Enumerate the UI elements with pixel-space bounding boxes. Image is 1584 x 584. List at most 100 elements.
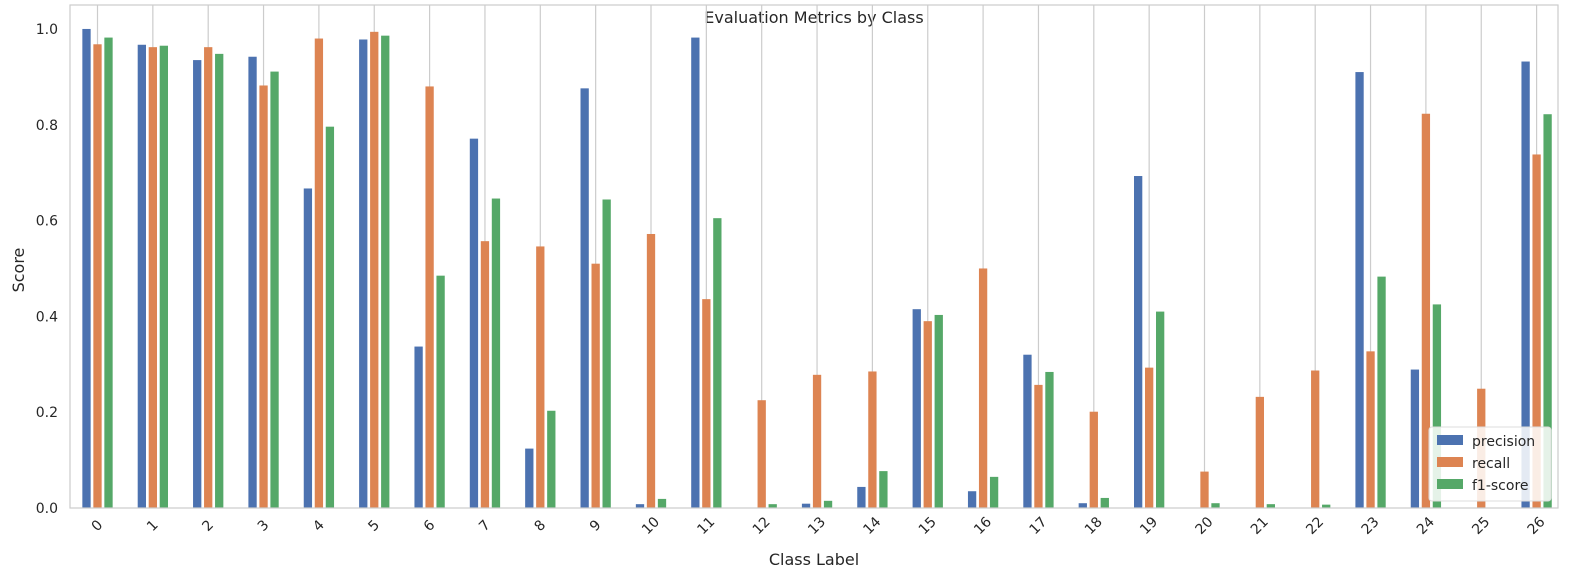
bar-recall [370, 31, 379, 509]
bar-recall [591, 263, 600, 508]
plot-frame [69, 4, 1559, 509]
bar-f1-score [159, 45, 168, 508]
x-tick-label: 19 [1137, 514, 1161, 538]
x-tick-label: 23 [1359, 514, 1383, 538]
bar-f1-score [768, 504, 777, 508]
bar-f1-score [436, 275, 445, 508]
x-tick-label: 26 [1525, 514, 1549, 538]
bar-recall [93, 44, 102, 508]
bar-f1-score [934, 314, 943, 508]
bar-f1-score [1432, 304, 1442, 508]
x-tick-label: 20 [1193, 514, 1217, 538]
x-tick-label: 6 [421, 517, 439, 535]
x-tick-label: 10 [639, 514, 663, 538]
bar-recall [425, 86, 434, 508]
bar-f1-score [1322, 504, 1331, 508]
bar-recall [757, 400, 766, 508]
x-tick-label: 22 [1303, 514, 1327, 538]
bars-layer [82, 28, 1552, 509]
bar-precision [137, 44, 146, 508]
bar-recall [868, 371, 877, 508]
bar-precision [1410, 369, 1420, 508]
bar-f1-score [657, 498, 667, 508]
bar-recall [1532, 154, 1541, 508]
legend-swatch-precision [1437, 435, 1463, 445]
x-tick-label: 7 [476, 517, 494, 535]
bar-recall [1421, 113, 1431, 509]
bar-f1-score [547, 410, 556, 508]
bar-recall [1200, 471, 1209, 508]
bar-recall [923, 321, 932, 508]
bar-precision [359, 39, 368, 509]
x-tick-label: 5 [365, 517, 383, 535]
bar-recall [1145, 367, 1154, 508]
bar-recall [536, 246, 545, 508]
bar-precision [525, 448, 534, 508]
x-tick-label: 16 [971, 514, 995, 538]
x-tick-label: 8 [531, 517, 549, 535]
bar-f1-score [491, 198, 501, 509]
y-tick-label: 0.6 [36, 214, 58, 230]
x-tick-label: 9 [587, 517, 605, 535]
bar-recall [1034, 384, 1043, 508]
bar-recall [480, 241, 490, 508]
bar-precision [1521, 61, 1530, 508]
bar-recall [812, 374, 822, 508]
legend: precision recall f1-score [1428, 426, 1552, 502]
bar-f1-score [602, 199, 611, 508]
bar-precision [580, 88, 589, 509]
chart-title: Evaluation Metrics by Class [704, 8, 923, 27]
bar-recall [204, 47, 213, 508]
bar-f1-score [1211, 503, 1220, 508]
x-tick-label: 21 [1248, 514, 1272, 538]
bar-precision [691, 37, 700, 509]
legend-swatch-f1-score [1437, 479, 1463, 489]
x-tick-labels: 0 1 2 3 4 5 6 7 8 9 10 11 12 13 14 15 16 17 18 19 20 21 22 23 24… [89, 514, 1549, 538]
bar-precision [1078, 503, 1087, 508]
bar-f1-score [989, 476, 999, 508]
bar-recall [978, 268, 988, 508]
x-tick-label: 1 [144, 517, 162, 535]
y-tick-label: 0.2 [36, 405, 58, 421]
bar-precision [1355, 72, 1364, 509]
bar-recall [148, 47, 157, 508]
bar-f1-score [325, 126, 335, 508]
bar-recall [646, 233, 656, 509]
bar-precision [967, 491, 977, 508]
x-tick-label: 12 [750, 514, 774, 538]
x-tick-label: 11 [694, 514, 718, 538]
x-tick-label: 18 [1082, 514, 1106, 538]
bar-f1-score [1045, 371, 1054, 508]
bar-f1-score [1377, 276, 1386, 508]
bar-f1-score [1266, 504, 1275, 508]
x-tick-label: 24 [1414, 514, 1438, 538]
legend-label-f1-score: f1-score [1472, 478, 1529, 494]
bar-recall [1089, 411, 1098, 508]
bar-recall [314, 38, 324, 509]
y-axis-label: Score [9, 248, 28, 293]
x-tick-label: 4 [310, 517, 328, 535]
bar-f1-score [1156, 311, 1165, 508]
bar-precision [912, 309, 921, 508]
x-tick-label: 3 [255, 517, 273, 535]
bar-precision [1134, 176, 1143, 508]
x-tick-label: 25 [1469, 514, 1493, 538]
bar-f1-score [879, 471, 888, 508]
y-tick-label: 0.0 [36, 501, 58, 517]
bar-recall [702, 299, 711, 508]
bar-precision [193, 60, 202, 508]
bar-recall [1255, 396, 1264, 508]
legend-label-recall: recall [1472, 456, 1510, 472]
x-tick-label: 2 [199, 517, 217, 535]
bar-f1-score [215, 53, 224, 509]
x-axis-label: Class Label [769, 550, 859, 569]
bar-f1-score [1543, 114, 1552, 509]
x-tick-label: 0 [89, 517, 107, 535]
bar-f1-score [823, 500, 833, 508]
bar-f1-score [713, 218, 722, 508]
bar-precision [469, 138, 479, 508]
y-tick-label: 0.4 [36, 309, 58, 325]
y-tick-label: 0.8 [36, 118, 58, 134]
y-tick-labels: 0.0 0.2 0.4 0.6 0.8 1.0 [36, 22, 58, 517]
